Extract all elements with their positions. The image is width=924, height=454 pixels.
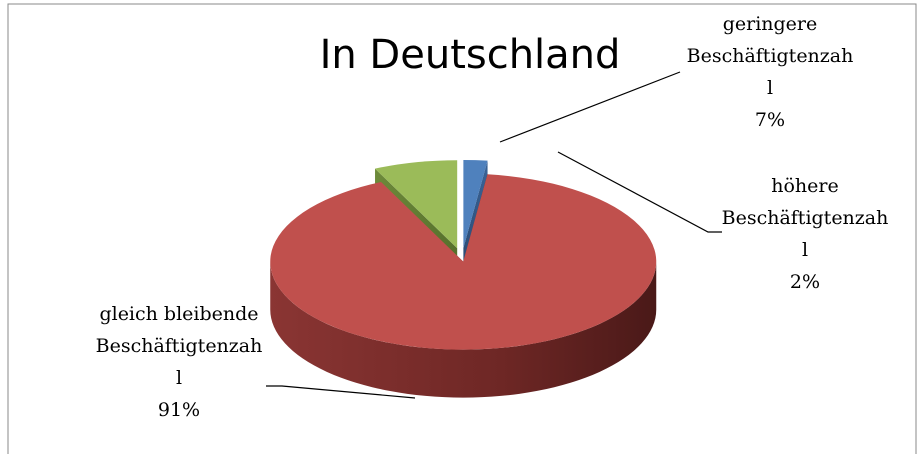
data-label-value: 91% [157, 399, 201, 421]
chart-title: In Deutschland [319, 32, 621, 78]
leader-line [557, 151, 722, 233]
data-label: höhere Beschäftigtenzahl 2% [720, 170, 890, 298]
leader-line [499, 71, 681, 143]
data-label-name: gleich bleibende Beschäftigtenzahl [95, 303, 263, 389]
pie-slice [270, 174, 657, 350]
data-label-name: geringere Beschäftigtenzahl [686, 13, 854, 99]
chart-border [7, 3, 917, 454]
pie-slice [375, 160, 458, 249]
data-label-name: höhere Beschäftigtenzahl [721, 175, 889, 261]
leader-line [266, 385, 416, 399]
data-label: geringere Beschäftigtenzahl 7% [685, 8, 855, 136]
data-label: gleich bleibende Beschäftigtenzahl 91% [94, 298, 264, 426]
pie-slice [463, 159, 488, 248]
data-label-value: 7% [754, 109, 786, 131]
pie-slice-side [270, 261, 657, 398]
data-label-value: 2% [789, 271, 821, 293]
